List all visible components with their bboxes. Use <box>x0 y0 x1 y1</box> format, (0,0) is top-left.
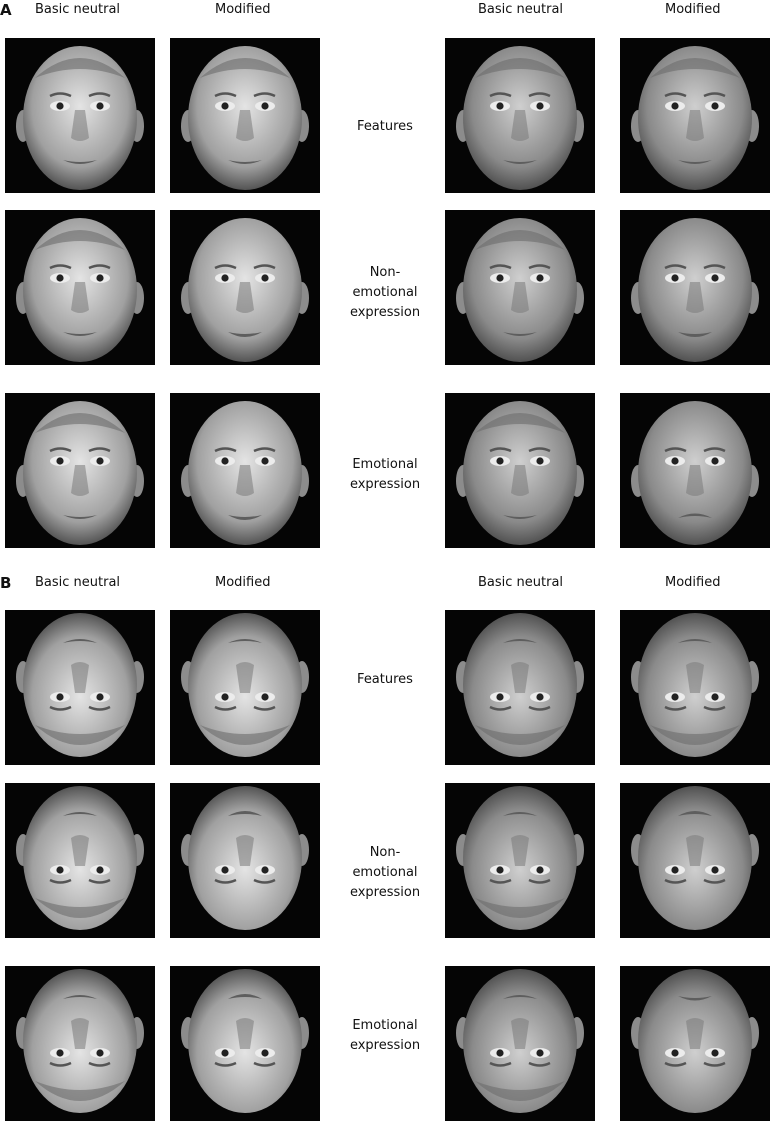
face-image <box>445 210 595 365</box>
face-image <box>5 610 155 765</box>
column-header: Basic neutral <box>35 2 121 17</box>
face-image <box>445 393 595 548</box>
column-header: Basic neutral <box>478 575 564 590</box>
face-image <box>170 966 320 1121</box>
condition-label-line: expression <box>349 885 421 900</box>
face-image <box>5 966 155 1121</box>
column-header: Basic neutral <box>35 575 121 590</box>
column-header: Modified <box>665 2 721 17</box>
panel-letter: A <box>0 1 12 19</box>
face-image <box>620 210 770 365</box>
condition-label-line: Emotional <box>352 1018 418 1033</box>
face-image <box>170 610 320 765</box>
condition-label: Emotional expression <box>325 1016 445 1056</box>
face-image <box>5 393 155 548</box>
face-image <box>170 393 320 548</box>
face-image <box>445 38 595 193</box>
condition-label-line: emotional <box>352 285 418 300</box>
face-image <box>170 783 320 938</box>
face-image <box>445 783 595 938</box>
face-image <box>170 38 320 193</box>
condition-label: Features <box>325 117 445 137</box>
face-image <box>5 210 155 365</box>
condition-label-line: expression <box>349 1038 421 1053</box>
condition-label-line: Emotional <box>352 457 418 472</box>
face-image <box>620 783 770 938</box>
column-header: Basic neutral <box>478 2 564 17</box>
condition-label: Non-emotional expression <box>325 263 445 323</box>
condition-label-line: Features <box>357 119 413 134</box>
face-image <box>170 210 320 365</box>
condition-label-line: Non- <box>369 265 401 280</box>
face-image <box>5 783 155 938</box>
condition-label: Emotional expression <box>325 455 445 495</box>
column-header: Modified <box>215 2 271 17</box>
panel-letter: B <box>0 574 12 592</box>
face-image <box>620 38 770 193</box>
condition-label-line: Features <box>357 672 413 687</box>
face-image <box>5 38 155 193</box>
condition-label: Features <box>325 670 445 690</box>
condition-label-line: Non- <box>369 845 401 860</box>
column-header: Modified <box>215 575 271 590</box>
column-header: Modified <box>665 575 721 590</box>
condition-label-line: expression <box>349 305 421 320</box>
condition-label: Non-emotional expression <box>325 843 445 903</box>
face-image <box>445 966 595 1121</box>
face-image <box>620 966 770 1121</box>
face-image <box>620 610 770 765</box>
condition-label-line: expression <box>349 477 421 492</box>
face-image <box>620 393 770 548</box>
face-image <box>445 610 595 765</box>
condition-label-line: emotional <box>352 865 418 880</box>
